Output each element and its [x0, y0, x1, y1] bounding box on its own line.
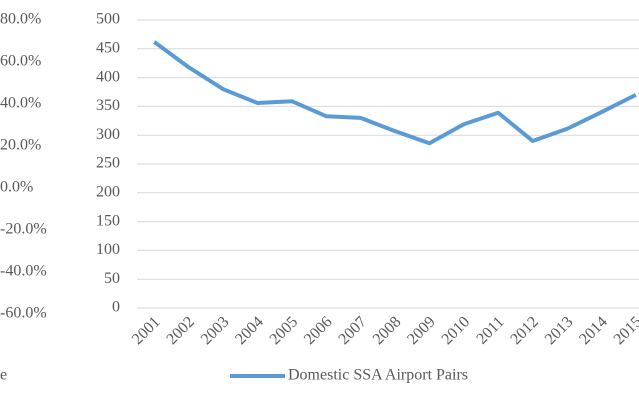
y-tick-label: 250: [96, 155, 120, 172]
x-tick-label: 2011: [473, 313, 507, 347]
y2-tick-label: -60.0%: [0, 305, 47, 322]
x-tick-label: 2015: [611, 313, 639, 348]
y2-tick-label: -40.0%: [0, 263, 47, 280]
y-tick-label: 150: [96, 212, 120, 229]
x-tick-label: 2001: [129, 313, 164, 348]
y2-tick-label: 60.0%: [0, 53, 41, 70]
y-tick-label: 400: [96, 68, 120, 85]
y-tick-label: 450: [96, 39, 120, 56]
x-tick-label: 2014: [576, 313, 611, 348]
x-tick-label: 2009: [404, 313, 439, 348]
y2-tick-label: 20.0%: [0, 137, 41, 154]
x-tick-label: 2004: [232, 313, 267, 348]
y-tick-label: 500: [96, 11, 120, 28]
x-tick-label: 2008: [370, 313, 405, 348]
x-tick-label: 2003: [198, 313, 233, 348]
x-tick-label: 2006: [301, 313, 336, 348]
y-tick-label: 200: [96, 183, 120, 200]
x-tick-label: 2013: [542, 313, 577, 348]
x-tick-label: 2005: [267, 313, 302, 348]
legend-label: Domestic SSA Airport Pairs: [288, 367, 468, 384]
x-tick-label: 2007: [335, 313, 370, 348]
y-tick-label: 100: [96, 241, 120, 258]
y2-tick-label: 0.0%: [0, 179, 33, 196]
x-tick-label: 2002: [163, 313, 198, 348]
x-tick-label: 2010: [439, 313, 474, 348]
x-tick-label: 2012: [507, 313, 542, 348]
y2-tick-label: 40.0%: [0, 95, 41, 112]
legend-fragment: e: [0, 367, 7, 384]
secondary-axis: -60.0% -40.0% -20.0% 0.0% 20.0% 40.0% 60.0% 80.…: [0, 11, 47, 322]
y-tick-label: 300: [96, 126, 120, 143]
y-tick-label: 350: [96, 97, 120, 114]
y-tick-label: 50: [104, 270, 120, 287]
y2-tick-label: -20.0%: [0, 221, 47, 238]
y2-tick-label: 80.0%: [0, 11, 41, 28]
data-line: [153, 40, 637, 146]
y-tick-label: 0: [112, 299, 120, 316]
